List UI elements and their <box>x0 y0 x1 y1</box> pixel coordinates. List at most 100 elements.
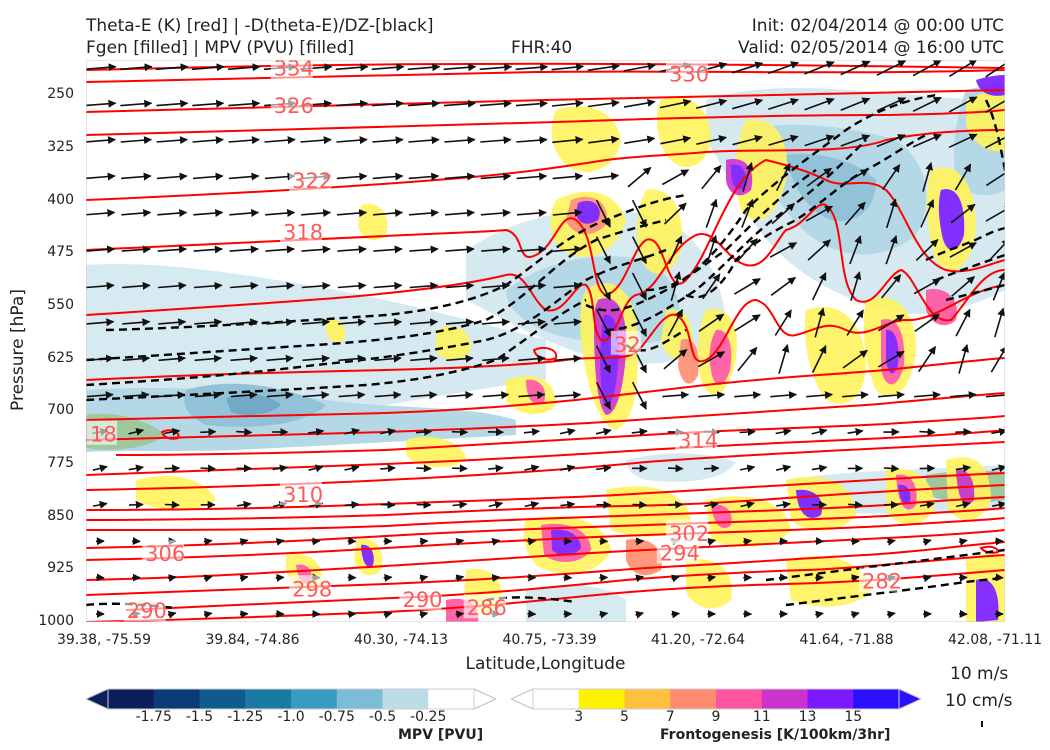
wind-vector <box>482 391 510 400</box>
wind-vector <box>200 464 216 473</box>
wind-vector <box>336 136 368 145</box>
colorbar-tick-label: -1.5 <box>185 709 214 725</box>
contour-label: 298 <box>292 577 332 601</box>
colorbar-segment <box>199 689 246 709</box>
wind-vector <box>491 574 501 582</box>
contour-label-bg <box>270 60 313 79</box>
mpv-colorbar-title: MPV [PVU] <box>398 727 484 743</box>
colorbar-segment <box>807 689 854 709</box>
wind-vector <box>86 136 116 145</box>
wind-vector <box>380 500 396 509</box>
wind-vector <box>775 162 791 192</box>
colorbar-tick-label: 9 <box>711 709 721 725</box>
wind-vector <box>883 464 900 473</box>
colorbar-segment <box>428 689 475 709</box>
wind-vector <box>668 235 683 265</box>
contour-label: 282 <box>862 570 902 594</box>
wind-vector <box>516 209 547 217</box>
y-tick-label: 400 <box>47 191 74 208</box>
wind-vector <box>373 281 403 290</box>
contour-label-bg <box>399 585 442 610</box>
wind-vector <box>372 136 404 145</box>
wind-vector <box>948 60 978 77</box>
wind-vector <box>778 344 790 374</box>
wind-vector <box>667 464 684 473</box>
mpv-colorbar <box>86 688 496 710</box>
colorbar-tick-label: -1.75 <box>135 709 172 725</box>
wind-vector <box>455 574 465 583</box>
colorbar-tick-label: -0.5 <box>368 709 397 725</box>
wind-vector <box>811 427 828 436</box>
wind-vector <box>671 610 681 619</box>
wind-vector <box>479 99 512 108</box>
wind-vector <box>338 391 366 400</box>
contour-label: 326 <box>274 94 314 118</box>
wind-vector <box>523 427 540 436</box>
wind-vector <box>664 202 687 225</box>
wind-vector <box>848 500 863 509</box>
wind-vector <box>994 307 1005 338</box>
wind-vector <box>774 309 792 336</box>
colorbar-segment <box>716 689 763 709</box>
wind-vector <box>373 245 403 254</box>
wind-vector <box>991 427 1005 436</box>
wind-vector <box>516 172 548 181</box>
wind-vector <box>228 172 260 181</box>
wind-vector <box>409 245 439 254</box>
wind-vector <box>771 202 795 225</box>
wind-vector <box>769 242 798 258</box>
wind-vector <box>272 464 288 473</box>
x-tick-label: 41.64, -71.88 <box>799 632 894 648</box>
wind-vector <box>409 281 439 290</box>
wind-vector <box>551 99 584 108</box>
wind-vector <box>696 98 728 109</box>
wind-vector <box>631 427 648 436</box>
title-left-line1: Theta-E (K) [red] | -D(theta-E)/DZ-[blac… <box>86 16 434 36</box>
wind-vector <box>480 136 512 145</box>
wind-vector <box>515 99 548 108</box>
wind-vector <box>623 99 656 108</box>
wind-vector <box>230 354 258 363</box>
wind-vector <box>517 318 546 327</box>
wind-vector <box>157 209 188 217</box>
wind-vector <box>266 391 294 400</box>
wind-vector <box>203 574 213 583</box>
wind-vector <box>949 242 977 258</box>
wind-vectors <box>86 60 1005 619</box>
contour-label-bg <box>610 330 641 355</box>
wind-vector <box>631 199 647 228</box>
wind-vector <box>452 500 468 509</box>
wind-vector <box>768 61 799 75</box>
colorbar-tick-label: -1.25 <box>227 709 264 725</box>
wind-vector <box>776 500 791 509</box>
x-tick-label: 39.38, -75.59 <box>56 632 152 648</box>
wind-vector <box>850 271 862 302</box>
wind-vector <box>408 136 440 145</box>
contour-label: 318 <box>283 220 323 244</box>
wind-vector <box>337 209 368 217</box>
wind-vector <box>741 198 754 228</box>
wind-vector <box>164 500 180 509</box>
wind-vector <box>158 318 187 327</box>
y-tick-label: 625 <box>47 349 74 366</box>
wind-vector <box>696 135 727 145</box>
wind-vector <box>923 538 932 546</box>
wind-vector <box>991 500 1005 509</box>
wind-vector <box>588 135 620 144</box>
wind-vector <box>157 281 187 290</box>
wind-vector <box>344 464 360 473</box>
wind-vector <box>122 354 151 363</box>
wind-vector <box>733 278 761 295</box>
wind-vector <box>876 134 907 148</box>
wind-vector <box>985 133 1005 149</box>
wind-vector <box>164 464 181 473</box>
colorbar-segment <box>291 689 338 709</box>
wind-vector <box>956 500 971 509</box>
colorbar-segment <box>108 689 155 709</box>
wind-vector <box>488 500 504 509</box>
y-tick-label: 1000 <box>38 613 74 629</box>
wind-vector <box>811 272 827 301</box>
colorbar-tick-label: -1.0 <box>277 709 305 725</box>
title-left-line2: Fgen [filled] | MPV (PVU) [filled] <box>86 38 355 58</box>
wind-vector <box>951 275 976 297</box>
